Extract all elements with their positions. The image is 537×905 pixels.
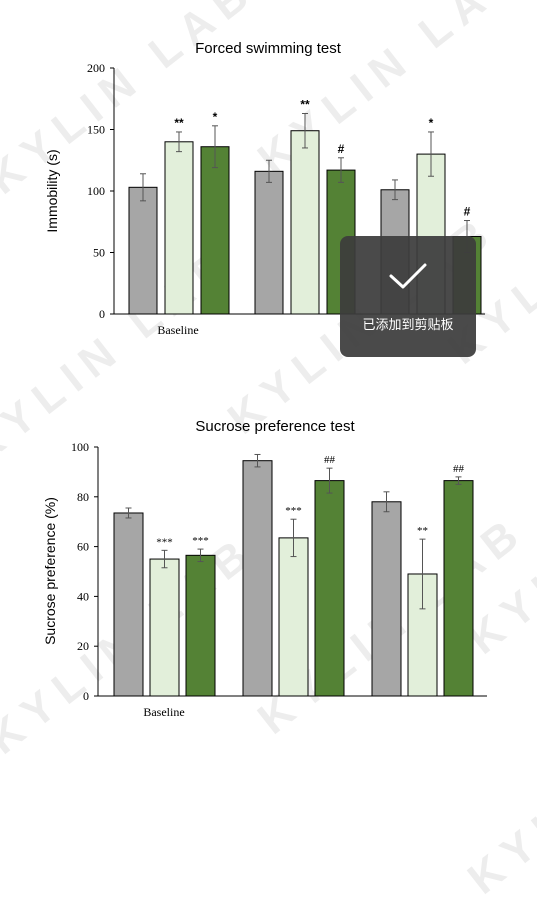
y-tick-label: 40 [77, 589, 89, 603]
y-tick-label: 80 [77, 490, 89, 504]
significance-label: # [464, 205, 471, 219]
y-tick-label: 100 [71, 440, 89, 454]
chart-title: Forced swimming test [195, 40, 342, 57]
bar [128, 186, 158, 315]
y-tick-label: 60 [77, 540, 89, 554]
significance-label: ## [324, 454, 336, 466]
significance-label: *** [285, 505, 302, 517]
significance-label: * [429, 116, 434, 130]
y-axis-label: Sucrose preference (%) [42, 497, 58, 645]
y-tick-label: 150 [87, 123, 105, 137]
y-tick-label: 50 [93, 246, 105, 260]
bar [242, 460, 273, 697]
clipboard-toast: 已添加到剪贴板 [340, 236, 476, 357]
y-axis-label: Immobility (s) [44, 149, 60, 232]
y-tick-label: 100 [87, 184, 105, 198]
bar [164, 141, 194, 315]
bar [443, 480, 474, 697]
bar [149, 558, 180, 697]
significance-label: ## [453, 463, 465, 475]
category-label: Baseline [157, 323, 198, 337]
bar [185, 554, 216, 697]
y-tick-label: 200 [87, 61, 105, 75]
bar [371, 501, 402, 697]
significance-label: ** [417, 525, 428, 537]
significance-label: ** [300, 98, 310, 112]
bar [290, 130, 320, 315]
y-tick-label: 0 [99, 307, 105, 321]
category-label: Baseline [143, 705, 184, 719]
toast-message: 已添加到剪贴板 [362, 318, 454, 333]
bar [314, 480, 345, 697]
significance-label: * [213, 110, 218, 124]
significance-label: *** [192, 535, 209, 547]
chart-title: Sucrose preference test [195, 418, 355, 435]
y-tick-label: 20 [77, 639, 89, 653]
bar [254, 170, 284, 315]
bar [200, 146, 230, 315]
checkmark-icon [389, 263, 427, 289]
bar [113, 512, 144, 697]
sucrose-preference-chart: Sucrose preference test Sucrose preferen… [42, 418, 487, 719]
significance-label: *** [156, 536, 173, 548]
bar [278, 537, 309, 697]
significance-label: ** [174, 116, 184, 130]
y-tick-label: 0 [83, 689, 89, 703]
charts-canvas: Forced swimming test Immobility (s) 0 50 1… [42, 40, 487, 719]
significance-label: # [338, 142, 345, 156]
